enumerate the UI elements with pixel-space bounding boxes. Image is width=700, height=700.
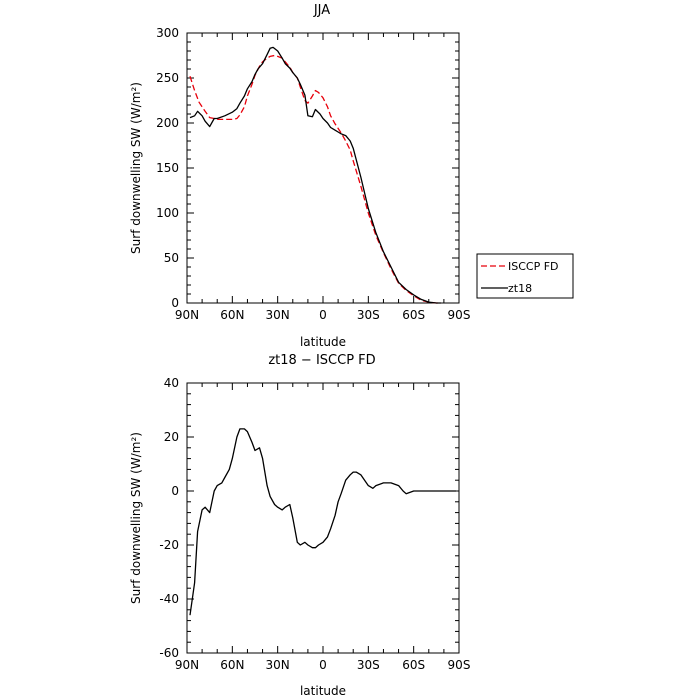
top-series-line-1 <box>189 46 441 304</box>
top-y-ticks: 0 50 100 150 200 250 300 <box>156 26 459 310</box>
top-series-group <box>189 46 441 304</box>
bottom-series-line-0 <box>189 428 456 616</box>
bottom-x-tick-label: 0 <box>319 658 327 672</box>
bottom-x-tick-label: 60N <box>220 658 244 672</box>
top-y-tick-label: 150 <box>156 161 179 175</box>
top-plot-title: JJA <box>313 3 330 18</box>
top-plot-frame <box>186 32 460 304</box>
top-x-tick-label: 60S <box>402 308 425 322</box>
bottom-series-group <box>189 428 456 616</box>
top-x-tick-label: 60N <box>220 308 244 322</box>
top-x-axis-title: latitude <box>300 335 346 349</box>
bottom-x-tick-label: 30N <box>266 658 290 672</box>
bottom-y-axis-title: Surf downwelling SW (W/m²) <box>129 432 143 604</box>
bottom-x-tick-label: 60S <box>402 658 425 672</box>
top-y-tick-label: 300 <box>156 26 179 40</box>
top-plot: JJA 90N 60N 30N 0 30S 60S 90S 0 50 100 150 200 250 3… <box>129 3 574 349</box>
top-x-ticks: 90N 60N 30N 0 30S 60S 90S <box>175 33 471 322</box>
bottom-y-tick-label: 0 <box>171 484 179 498</box>
top-x-tick-label: 90S <box>448 308 471 322</box>
top-y-tick-label: 100 <box>156 206 179 220</box>
top-y-axis-title: Surf downwelling SW (W/m²) <box>129 82 143 254</box>
bottom-x-tick-label: 30S <box>357 658 380 672</box>
top-x-tick-label: 30S <box>357 308 380 322</box>
legend-box <box>476 253 574 299</box>
top-x-tick-label: 90N <box>175 308 199 322</box>
bottom-x-ticks: 90N 60N 30N 0 30S 60S 90S <box>175 383 471 672</box>
legend: ISCCP FD zt18 <box>476 253 574 299</box>
bottom-plot: zt18 − ISCCP FD 90N 60N 30N 0 30S 60S 90S -60-… <box>129 353 470 698</box>
top-x-tick-label: 0 <box>319 308 327 322</box>
bottom-y-tick-label: 40 <box>164 376 179 390</box>
legend-label-zt18: zt18 <box>508 282 532 295</box>
top-y-tick-label: 0 <box>171 296 179 310</box>
bottom-x-tick-label: 90N <box>175 658 199 672</box>
bottom-y-ticks: -60 -40 -20 0 20 40 <box>159 376 459 660</box>
bottom-plot-title: zt18 − ISCCP FD <box>268 353 375 368</box>
bottom-x-tick-label: 90S <box>448 658 471 672</box>
top-series-line-0 <box>189 54 441 304</box>
bottom-y-tick-label: -40 <box>159 592 179 606</box>
bottom-x-axis-title: latitude <box>300 684 346 698</box>
bottom-plot-frame <box>186 382 460 654</box>
top-x-tick-label: 30N <box>266 308 290 322</box>
bottom-y-tick-label: 20 <box>164 430 179 444</box>
bottom-y-tick-label: -60 <box>159 646 179 660</box>
top-y-tick-label: 50 <box>164 251 179 265</box>
top-y-tick-label: 200 <box>156 116 179 130</box>
legend-label-isccp-fd: ISCCP FD <box>508 260 559 273</box>
bottom-y-tick-label: -20 <box>159 538 179 552</box>
top-y-tick-label: 250 <box>156 71 179 85</box>
